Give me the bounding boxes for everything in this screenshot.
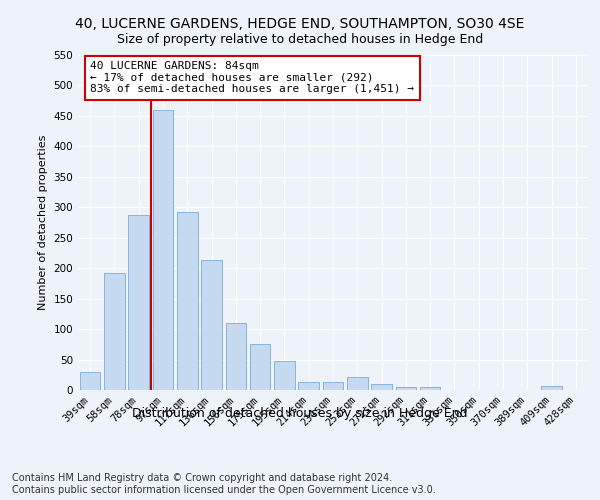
Text: Contains HM Land Registry data © Crown copyright and database right 2024.
Contai: Contains HM Land Registry data © Crown c… [12,474,436,495]
Bar [347,377,368,390]
Bar [128,214,149,390]
Text: Size of property relative to detached houses in Hedge End: Size of property relative to detached ho… [117,32,483,46]
Bar [274,362,295,390]
Y-axis label: Number of detached properties: Number of detached properties [38,135,48,310]
Text: 40 LUCERNE GARDENS: 84sqm
← 17% of detached houses are smaller (292)
83% of semi: 40 LUCERNE GARDENS: 84sqm ← 17% of detac… [90,61,414,94]
Bar [420,387,440,390]
Bar [104,273,125,390]
Bar [152,110,173,390]
Bar [541,386,562,390]
Bar [80,372,100,390]
Bar [323,382,343,390]
Text: Distribution of detached houses by size in Hedge End: Distribution of detached houses by size … [132,408,468,420]
Bar [371,384,392,390]
Bar [298,382,319,390]
Text: 40, LUCERNE GARDENS, HEDGE END, SOUTHAMPTON, SO30 4SE: 40, LUCERNE GARDENS, HEDGE END, SOUTHAMP… [76,18,524,32]
Bar [201,260,222,390]
Bar [177,212,197,390]
Bar [226,323,246,390]
Bar [395,387,416,390]
Bar [250,344,271,390]
